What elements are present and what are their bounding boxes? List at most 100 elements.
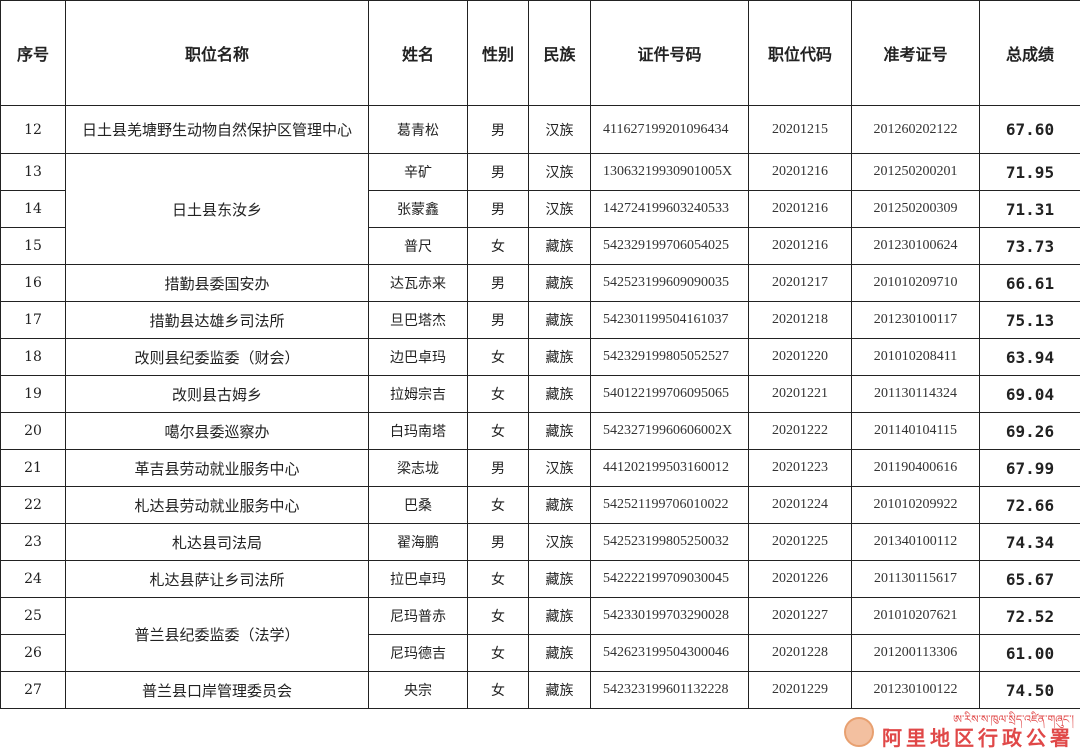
- cell-ticket: 201010207621: [852, 598, 980, 635]
- cell-score: 73.73: [980, 228, 1080, 265]
- cell-no: 19: [1, 376, 66, 413]
- cell-no: 21: [1, 450, 66, 487]
- cell-no: 16: [1, 265, 66, 302]
- cell-ticket: 201230100117: [852, 302, 980, 339]
- cell-gender: 男: [468, 524, 529, 561]
- cell-id: 411627199201096434: [591, 106, 749, 154]
- watermark-logo: ཨ་རིས་ས་ཁུལ་སྲིད་འཛིན་གཞུང་། 阿里地区行政公署: [0, 709, 1080, 754]
- cell-position: 措勤县达雄乡司法所: [66, 302, 369, 339]
- cell-code: 20201220: [749, 339, 852, 376]
- cell-id: 542523199609090035: [591, 265, 749, 302]
- cell-position: 日土县东汝乡: [66, 154, 369, 265]
- cell-no: 12: [1, 106, 66, 154]
- cell-id: 542222199709030045: [591, 561, 749, 598]
- cell-no: 25: [1, 598, 66, 635]
- cell-ticket: 201130115617: [852, 561, 980, 598]
- header-total-score: 总成绩: [980, 1, 1080, 106]
- cell-name: 翟海鹏: [369, 524, 468, 561]
- cell-name: 尼玛普赤: [369, 598, 468, 635]
- cell-no: 27: [1, 672, 66, 709]
- watermark-text-group: ཨ་རིས་ས་ཁུལ་སྲིད་འཛིན་གཞུང་། 阿里地区行政公署: [882, 713, 1074, 750]
- cell-no: 15: [1, 228, 66, 265]
- watermark-tibetan-text: ཨ་རིས་ས་ཁུལ་སྲིད་འཛིན་གཞུང་།: [953, 713, 1074, 726]
- cell-position: 噶尔县委巡察办: [66, 413, 369, 450]
- cell-score: 67.60: [980, 106, 1080, 154]
- cell-gender: 女: [468, 339, 529, 376]
- cell-name: 葛青松: [369, 106, 468, 154]
- cell-name: 白玛南塔: [369, 413, 468, 450]
- header-position: 职位名称: [66, 1, 369, 106]
- emblem-icon: [844, 717, 874, 747]
- cell-ethnicity: 藏族: [529, 302, 591, 339]
- cell-ticket: 201250200309: [852, 191, 980, 228]
- cell-score: 74.34: [980, 524, 1080, 561]
- cell-code: 20201222: [749, 413, 852, 450]
- cell-no: 26: [1, 635, 66, 672]
- header-name: 姓名: [369, 1, 468, 106]
- cell-score: 74.50: [980, 672, 1080, 709]
- cell-name: 达瓦赤来: [369, 265, 468, 302]
- cell-score: 63.94: [980, 339, 1080, 376]
- watermark-text: 阿里地区行政公署: [882, 726, 1074, 750]
- cell-code: 20201229: [749, 672, 852, 709]
- cell-id: 54232719960606002X: [591, 413, 749, 450]
- cell-ticket: 201200113306: [852, 635, 980, 672]
- cell-gender: 女: [468, 487, 529, 524]
- cell-gender: 女: [468, 376, 529, 413]
- cell-name: 张蒙鑫: [369, 191, 468, 228]
- cell-gender: 男: [468, 106, 529, 154]
- cell-id: 542301199504161037: [591, 302, 749, 339]
- header-no: 序号: [1, 1, 66, 106]
- cell-position: 札达县司法局: [66, 524, 369, 561]
- cell-position: 普兰县纪委监委（法学）: [66, 598, 369, 672]
- cell-name: 边巴卓玛: [369, 339, 468, 376]
- cell-ethnicity: 藏族: [529, 265, 591, 302]
- cell-gender: 男: [468, 265, 529, 302]
- cell-gender: 女: [468, 228, 529, 265]
- cell-no: 13: [1, 154, 66, 191]
- cell-score: 65.67: [980, 561, 1080, 598]
- cell-ticket: 201010209710: [852, 265, 980, 302]
- cell-position: 改则县古姆乡: [66, 376, 369, 413]
- cell-id: 142724199603240533: [591, 191, 749, 228]
- cell-position: 措勤县委国安办: [66, 265, 369, 302]
- cell-code: 20201228: [749, 635, 852, 672]
- cell-name: 央宗: [369, 672, 468, 709]
- cell-gender: 女: [468, 598, 529, 635]
- header-gender: 性别: [468, 1, 529, 106]
- cell-ethnicity: 藏族: [529, 376, 591, 413]
- cell-code: 20201216: [749, 191, 852, 228]
- cell-score: 66.61: [980, 265, 1080, 302]
- cell-id: 540122199706095065: [591, 376, 749, 413]
- cell-code: 20201227: [749, 598, 852, 635]
- cell-score: 69.04: [980, 376, 1080, 413]
- cell-id: 542329199706054025: [591, 228, 749, 265]
- cell-gender: 女: [468, 413, 529, 450]
- cell-ethnicity: 藏族: [529, 413, 591, 450]
- cell-ethnicity: 汉族: [529, 106, 591, 154]
- cell-gender: 男: [468, 191, 529, 228]
- cell-id: 13063219930901005X: [591, 154, 749, 191]
- cell-no: 24: [1, 561, 66, 598]
- cell-code: 20201223: [749, 450, 852, 487]
- cell-no: 22: [1, 487, 66, 524]
- cell-code: 20201215: [749, 106, 852, 154]
- cell-name: 拉巴卓玛: [369, 561, 468, 598]
- cell-ethnicity: 汉族: [529, 524, 591, 561]
- cell-ethnicity: 藏族: [529, 228, 591, 265]
- cell-no: 14: [1, 191, 66, 228]
- header-id-number: 证件号码: [591, 1, 749, 106]
- cell-code: 20201225: [749, 524, 852, 561]
- cell-name: 旦巴塔杰: [369, 302, 468, 339]
- cell-position: 普兰县口岸管理委员会: [66, 672, 369, 709]
